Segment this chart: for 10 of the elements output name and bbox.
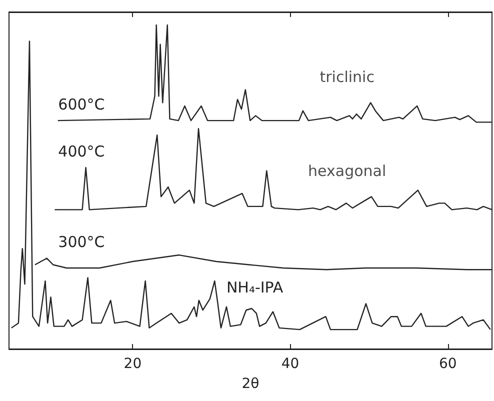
x-tick-label: 20 [124,356,142,372]
annotation: hexagonal [308,162,386,180]
series-label: 600°C [58,95,105,114]
series-label: NH₄-IPA [226,278,284,296]
x-axis-title: 2θ [242,376,260,392]
series-label: 300°C [58,233,105,252]
x-tick-label: 60 [438,356,457,372]
series-label: 400°C [58,142,105,160]
annotation: triclinic [320,68,374,86]
x-tick-label: 40 [281,356,300,372]
